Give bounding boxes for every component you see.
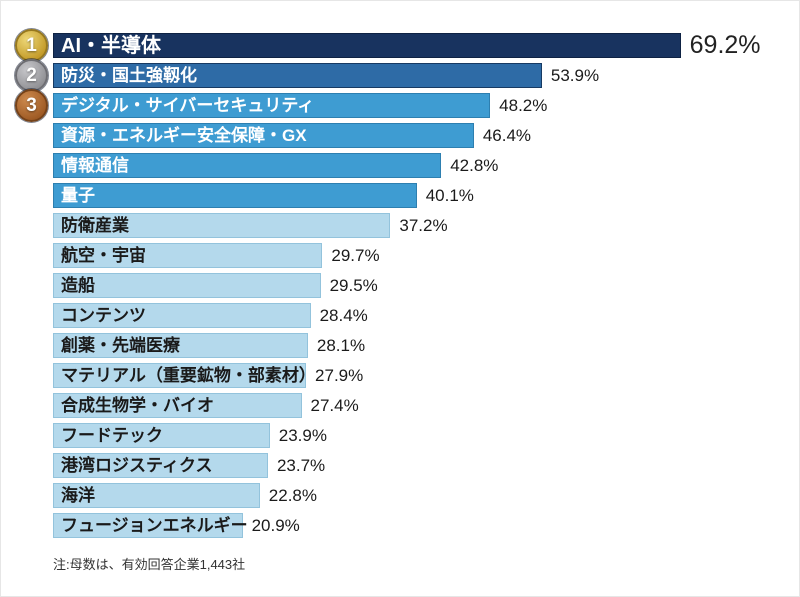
bar-label: デジタル・サイバーセキュリティ (61, 96, 315, 115)
bar-value: 29.5% (329, 276, 378, 295)
bar-row: 造船 29.5% (53, 273, 789, 298)
bar-label: フュージョンエネルギー (61, 516, 248, 535)
bar: フュージョンエネルギー (53, 513, 248, 538)
bar-row: 合成生物学・バイオ 27.4% (53, 393, 789, 418)
bar-row: 量子 40.1% (53, 183, 789, 208)
bar-row: 資源・エネルギー安全保障・GX 46.4% (53, 123, 789, 148)
bar-label: 創薬・先端医療 (61, 336, 180, 355)
bar-row: 情報通信 42.8% (53, 153, 789, 178)
bar-row: 航空・宇宙 29.7% (53, 243, 789, 268)
bar-value: 29.7% (331, 246, 380, 265)
bar-value: 69.2% (689, 31, 761, 59)
bar-label: 資源・エネルギー安全保障・GX (61, 126, 307, 145)
bar-label: 防衛産業 (61, 216, 129, 235)
bar-value: 48.2% (499, 96, 548, 115)
bar: 合成生物学・バイオ (53, 393, 302, 418)
bar-label: 防災・国土強靱化 (61, 66, 197, 85)
bar-row: フードテック 23.9% (53, 423, 789, 448)
bar-value: 40.1% (425, 186, 474, 205)
bar-row: マテリアル（重要鉱物・部素材） 27.9% (53, 363, 789, 388)
bar: 海洋 (53, 483, 260, 508)
bar: 港湾ロジスティクス (53, 453, 268, 478)
bar-value: 28.4% (319, 306, 368, 325)
bar: コンテンツ (53, 303, 311, 328)
bar-row: 創薬・先端医療 28.1% (53, 333, 789, 358)
bar-value: 27.9% (315, 366, 364, 385)
bar-value: 46.4% (482, 126, 532, 145)
bar-value: 23.9% (278, 426, 327, 445)
bar: 航空・宇宙 (53, 243, 323, 268)
bar-value: 28.1% (316, 336, 366, 355)
bar-label: 航空・宇宙 (61, 246, 146, 265)
bar-row: 3 デジタル・サイバーセキュリティ 48.2% (15, 89, 789, 122)
bar-label: 港湾ロジスティクス (61, 456, 213, 475)
rank-2-medal-badge: 2 (15, 59, 48, 92)
bar-row: 海洋 22.8% (53, 483, 789, 508)
bar: マテリアル（重要鉱物・部素材） (53, 363, 316, 388)
bar-label: 造船 (61, 276, 95, 295)
bar-row: コンテンツ 28.4% (53, 303, 789, 328)
bar-value: 23.7% (276, 456, 326, 475)
bar-label: 海洋 (61, 486, 95, 505)
bar: デジタル・サイバーセキュリティ (53, 93, 491, 118)
footnote: 注:母数は、有効回答企業1,443社 (53, 557, 246, 572)
bar-row: 港湾ロジスティクス 23.7% (53, 453, 789, 478)
bar: 造船 (53, 273, 321, 298)
chart: 1 AI・半導体 69.2% 2 防災・国土強靱化 53.9% 3 デジタル・サイバーセキュリ… (15, 29, 789, 543)
bar-row: 防衛産業 37.2% (53, 213, 789, 238)
bar: 創薬・先端医療 (53, 333, 308, 358)
bar-row: 1 AI・半導体 69.2% (15, 29, 789, 62)
bar-value: 53.9% (550, 66, 600, 85)
bar: 防災・国土強靱化 (53, 63, 542, 88)
bar-label: マテリアル（重要鉱物・部素材） (61, 366, 316, 385)
bar-row: 2 防災・国土強靱化 53.9% (15, 59, 789, 92)
bar-label: 合成生物学・バイオ (61, 396, 214, 415)
bar: フードテック (53, 423, 270, 448)
bar-label: 量子 (61, 186, 95, 205)
bar-value: 22.8% (268, 486, 317, 505)
bar-value: 20.9% (251, 516, 300, 535)
bar-label: フードテック (61, 426, 163, 445)
rank-3-medal-badge: 3 (15, 89, 48, 122)
bar-label: AI・半導体 (61, 34, 161, 57)
bar: AI・半導体 (53, 33, 681, 58)
bar: 資源・エネルギー安全保障・GX (53, 123, 474, 148)
bar-value: 37.2% (399, 216, 448, 235)
bar: 情報通信 (53, 153, 442, 178)
bar-row: フュージョンエネルギー 20.9% (53, 513, 789, 538)
rank-1-medal-badge: 1 (15, 29, 48, 62)
bar-label: 情報通信 (61, 156, 129, 175)
bar: 防衛産業 (53, 213, 391, 238)
bar-label: コンテンツ (61, 306, 146, 325)
bar-value: 27.4% (310, 396, 359, 415)
bar: 量子 (53, 183, 417, 208)
bar-value: 42.8% (450, 156, 499, 175)
